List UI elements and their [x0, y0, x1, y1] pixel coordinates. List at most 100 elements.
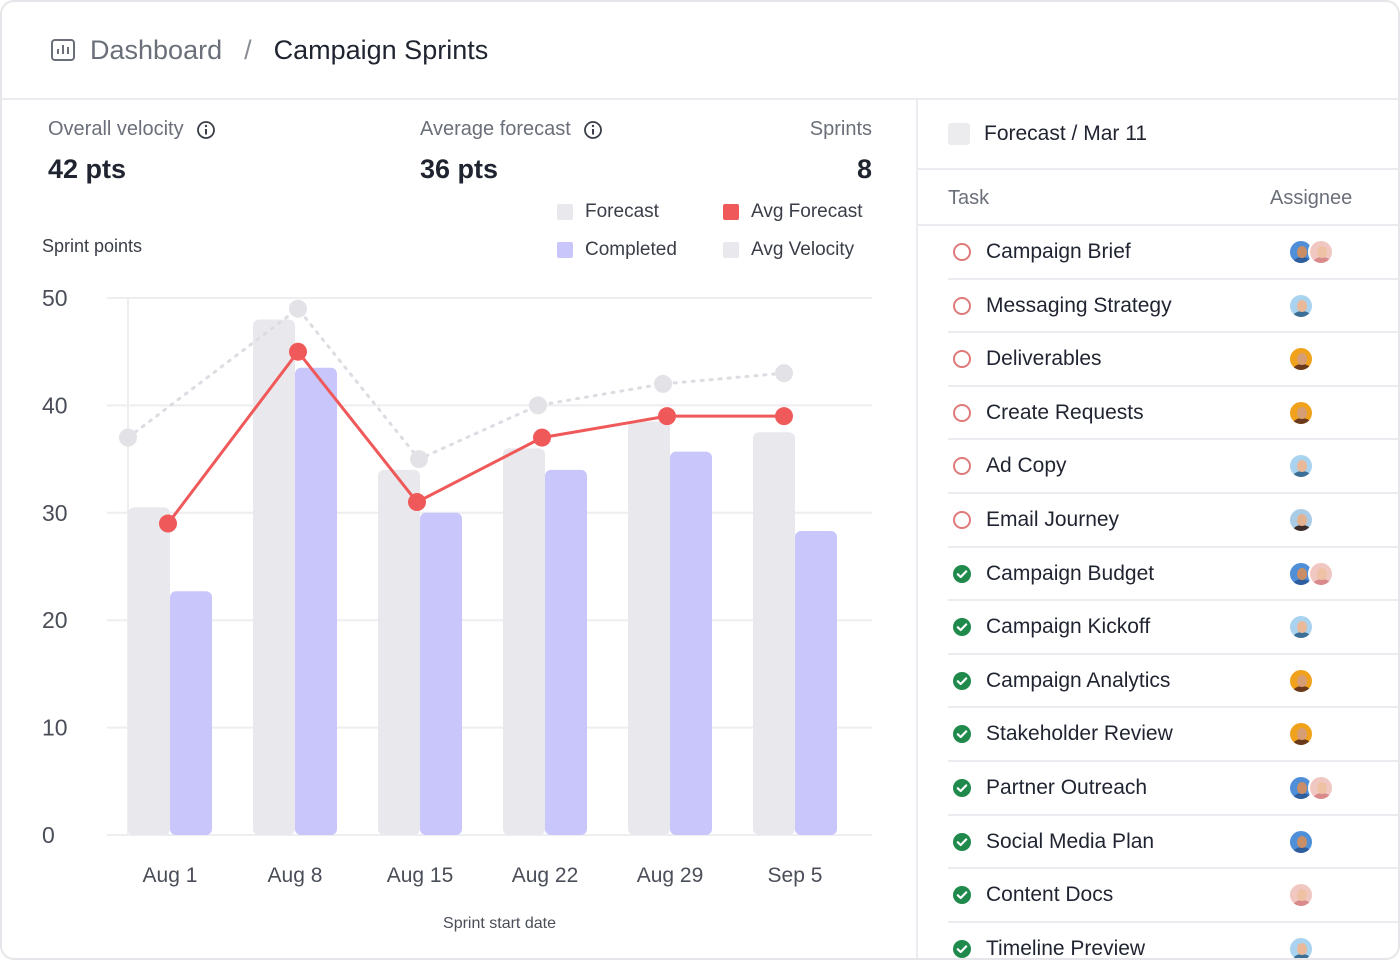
- chart-pane: Overall velocity 42 pts Average forecast…: [2, 100, 917, 958]
- open-circle-icon[interactable]: [952, 242, 972, 262]
- info-icon[interactable]: [583, 120, 603, 140]
- avg-velocity-point: [119, 428, 137, 447]
- column-header-task[interactable]: Task: [948, 187, 990, 209]
- legend-avg-forecast-label: Avg Forecast: [751, 201, 863, 222]
- task-row[interactable]: Ad Copy: [948, 440, 1398, 494]
- check-circle-icon[interactable]: [952, 564, 972, 584]
- open-circle-icon[interactable]: [952, 456, 972, 476]
- task-name: Campaign Kickoff: [986, 615, 1151, 639]
- check-circle-icon[interactable]: [952, 939, 972, 959]
- forecast-bar: [503, 448, 545, 835]
- assignee-avatars: [1288, 453, 1314, 480]
- open-circle-icon[interactable]: [952, 403, 972, 423]
- x-tick-label: Aug 22: [512, 864, 579, 887]
- task-list: Campaign Brief Messaging Strategy Delivera…: [918, 226, 1398, 960]
- completed-bar: [170, 591, 212, 835]
- x-tick-label: Aug 8: [268, 864, 323, 887]
- calendar-icon: [948, 123, 970, 145]
- check-circle-icon[interactable]: [952, 832, 972, 852]
- task-name: Social Media Plan: [986, 829, 1155, 853]
- avg-forecast-point: [159, 514, 177, 533]
- y-tick-label: 30: [42, 500, 68, 526]
- task-name: Campaign Brief: [986, 240, 1131, 263]
- dashboard-icon: [51, 39, 75, 61]
- x-tick-label: Sep 5: [768, 864, 823, 887]
- y-tick-label: 40: [42, 392, 68, 418]
- task-row[interactable]: Deliverables: [948, 333, 1398, 387]
- avg-velocity-point: [410, 450, 428, 469]
- page-header: Dashboard / Campaign Sprints: [2, 2, 1398, 100]
- completed-bar: [795, 531, 837, 835]
- avatar[interactable]: [1288, 346, 1314, 373]
- check-circle-icon[interactable]: [952, 885, 972, 905]
- task-row[interactable]: Social Media Plan: [948, 816, 1398, 870]
- check-circle-icon[interactable]: [952, 724, 972, 744]
- pane-divider: [916, 100, 918, 958]
- legend-forecast-swatch: [557, 204, 573, 220]
- completed-bar: [295, 367, 337, 835]
- breadcrumb-dashboard-link[interactable]: Dashboard: [90, 34, 223, 65]
- check-circle-icon[interactable]: [952, 778, 972, 798]
- assignee-avatars: [1288, 828, 1314, 855]
- avatar[interactable]: [1308, 560, 1334, 587]
- assignee-avatars: [1288, 346, 1314, 373]
- avatar[interactable]: [1288, 506, 1314, 533]
- avatar[interactable]: [1288, 935, 1314, 958]
- task-row[interactable]: Content Docs: [948, 869, 1398, 923]
- avatar[interactable]: [1288, 399, 1314, 426]
- task-row[interactable]: Messaging Strategy: [948, 280, 1398, 334]
- task-row[interactable]: Timeline Preview: [948, 923, 1398, 960]
- task-row[interactable]: Campaign Brief: [948, 226, 1398, 280]
- info-icon[interactable]: [196, 120, 216, 140]
- open-circle-icon[interactable]: [952, 296, 972, 316]
- task-row[interactable]: Partner Outreach: [948, 762, 1398, 816]
- avatar[interactable]: [1288, 453, 1314, 480]
- task-name: Timeline Preview: [986, 936, 1146, 960]
- assignee-avatars: [1288, 935, 1314, 958]
- legend-forecast: Forecast: [557, 201, 659, 223]
- avatar[interactable]: [1308, 774, 1334, 801]
- y-tick-label: 20: [42, 607, 68, 633]
- task-row[interactable]: Stakeholder Review: [948, 708, 1398, 762]
- y-tick-label: 0: [42, 822, 55, 848]
- avatar[interactable]: [1308, 239, 1334, 265]
- x-tick-label: Aug 29: [637, 864, 704, 887]
- check-circle-icon[interactable]: [952, 671, 972, 691]
- legend-avg-velocity-swatch: [723, 242, 739, 258]
- avatar[interactable]: [1288, 828, 1314, 855]
- avg-forecast-point: [775, 407, 793, 426]
- task-row[interactable]: Email Journey: [948, 494, 1398, 548]
- open-circle-icon[interactable]: [952, 510, 972, 530]
- check-circle-icon[interactable]: [952, 617, 972, 637]
- open-circle-icon[interactable]: [952, 349, 972, 369]
- task-row[interactable]: Campaign Budget: [948, 548, 1398, 602]
- stat-sprints-label: Sprints: [809, 118, 872, 140]
- legend-completed: Completed: [557, 239, 677, 261]
- stat-sprints: Sprints 8: [762, 118, 872, 185]
- task-name: Campaign Analytics: [986, 668, 1171, 692]
- avg-forecast-point: [533, 428, 551, 447]
- task-row[interactable]: Create Requests: [948, 387, 1398, 441]
- avatar[interactable]: [1288, 667, 1314, 694]
- avatar[interactable]: [1288, 882, 1314, 909]
- task-name: Email Journey: [986, 507, 1120, 531]
- column-header-assignee[interactable]: Assignee: [1270, 187, 1353, 209]
- task-table-header: Task Assignee: [918, 170, 1398, 226]
- assignee-avatars: [1288, 292, 1314, 319]
- avatar[interactable]: [1288, 292, 1314, 319]
- assignee-avatars: [1288, 667, 1314, 694]
- task-name: Messaging Strategy: [986, 293, 1172, 317]
- legend-completed-label: Completed: [585, 239, 677, 260]
- stat-velocity-value: 42 pts: [48, 154, 127, 184]
- stat-velocity-label: Overall velocity: [48, 118, 184, 140]
- task-row[interactable]: Campaign Kickoff: [948, 601, 1398, 655]
- legend-forecast-label: Forecast: [585, 201, 659, 222]
- task-row[interactable]: Campaign Analytics: [948, 655, 1398, 709]
- avatar[interactable]: [1288, 721, 1314, 748]
- forecast-bar: [628, 421, 670, 835]
- y-tick-label: 10: [42, 715, 68, 741]
- assignee-avatars: [1288, 774, 1334, 801]
- x-tick-label: Aug 15: [387, 864, 454, 887]
- panel-header: Forecast / Mar 11: [918, 100, 1398, 170]
- avatar[interactable]: [1288, 614, 1314, 641]
